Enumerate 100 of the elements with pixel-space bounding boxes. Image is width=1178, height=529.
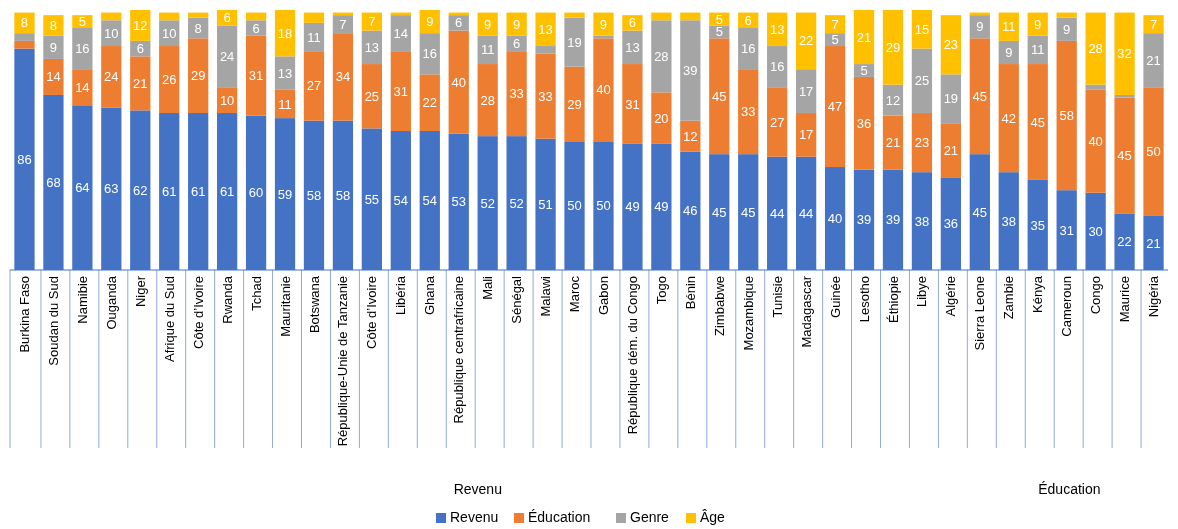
bar [998,64,1019,173]
data-label: 11 [307,29,321,45]
bar [245,35,267,116]
data-label: 9 [976,19,984,35]
bar [738,69,759,155]
data-label: 49 [654,199,669,215]
bar [564,12,585,18]
data-label: 39 [683,63,698,79]
x-tick-label: Libéria [393,275,409,316]
data-label: 28 [654,48,669,64]
data-label: 21 [1146,235,1161,251]
data-label: 17 [798,83,814,99]
x-tick-label: Tunisie [769,276,785,318]
data-label: 14 [46,69,61,85]
data-label: 13 [625,39,640,55]
x-tick-label: Mauritanie [277,276,293,337]
data-label: 11 [480,42,495,58]
bar [159,46,180,113]
data-label: 6 [223,10,231,26]
x-tick-label: Éthiopie [885,276,901,323]
x-tick-label: Mali [480,275,496,300]
data-label: 18 [277,25,293,41]
data-label: 59 [277,186,293,202]
x-tick-label: Libye [914,276,930,308]
data-label: 16 [769,59,785,75]
bar [911,112,933,173]
bar [853,10,875,65]
data-label: 13 [769,21,785,37]
data-label: 10 [104,25,119,41]
data-label: 6 [628,15,637,31]
bar [940,15,962,75]
bar [1056,40,1077,191]
data-label: 16 [75,41,90,57]
bar [303,51,325,121]
bar [390,51,411,131]
bar [101,46,122,108]
data-label: 22 [798,33,814,49]
bar [43,15,64,36]
data-label: 39 [885,212,901,228]
bar [130,56,151,111]
data-label: 28 [1088,41,1103,57]
data-label: 10 [161,25,177,41]
bar [274,56,296,90]
bar [1114,12,1135,95]
data-label: 14 [75,79,90,95]
x-tick-label: Cameroun [1059,276,1075,337]
x-tick-label: Afrique du Sud [161,276,177,363]
data-label: 46 [683,203,698,219]
bar [361,12,383,31]
x-tick-label: Rwanda [219,275,235,324]
bar [969,38,990,155]
data-label: 6 [455,15,463,31]
data-label: 45 [1030,114,1045,130]
data-label: 49 [625,199,640,215]
data-label: 15 [914,21,930,37]
data-label: 8 [49,18,58,33]
x-tick-label: Malawi [538,275,554,317]
data-label: 52 [480,195,495,211]
data-label: 45 [712,88,727,104]
x-tick-label: Ghana [422,275,438,316]
data-label: 12 [683,128,698,144]
bar [767,87,788,157]
bar [72,69,93,106]
bar [188,12,209,18]
legend-label: Âge [700,509,726,525]
data-label: 38 [914,213,930,229]
x-tick-label: Guinée [827,276,843,318]
bar [911,10,933,49]
data-label: 51 [538,196,553,212]
data-label: 21 [856,29,872,45]
data-label: 44 [769,205,785,221]
bar [709,38,730,155]
bar [332,15,354,34]
x-tick-label: Namibie [74,276,90,324]
data-label: 27 [306,78,322,94]
data-label: 24 [104,69,119,85]
x-tick-label: Burkina Faso [17,276,33,353]
data-label: 44 [798,205,814,221]
data-label: 40 [451,74,466,90]
data-label: 12 [885,92,901,108]
data-label: 25 [364,88,380,104]
x-tick-label: Madagascar [798,275,814,348]
data-label: 13 [364,39,380,55]
legend-label: Genre [630,509,670,525]
data-label: 23 [943,37,959,53]
data-label: 58 [335,187,351,203]
x-tick-label: Zimbabwe [711,276,727,336]
x-tick-label: Ouganda [103,275,119,330]
data-label: 7 [1149,16,1158,32]
bar [795,112,817,157]
bar [477,64,498,137]
data-label: 9 [426,14,434,30]
data-label: 61 [219,184,235,200]
data-label: 23 [914,135,930,151]
bar [216,25,238,88]
data-label: 5 [831,32,839,48]
data-label: 61 [161,184,177,200]
data-label: 7 [339,16,347,32]
x-tick-label: Bénin [682,276,698,310]
data-label: 31 [393,83,409,99]
